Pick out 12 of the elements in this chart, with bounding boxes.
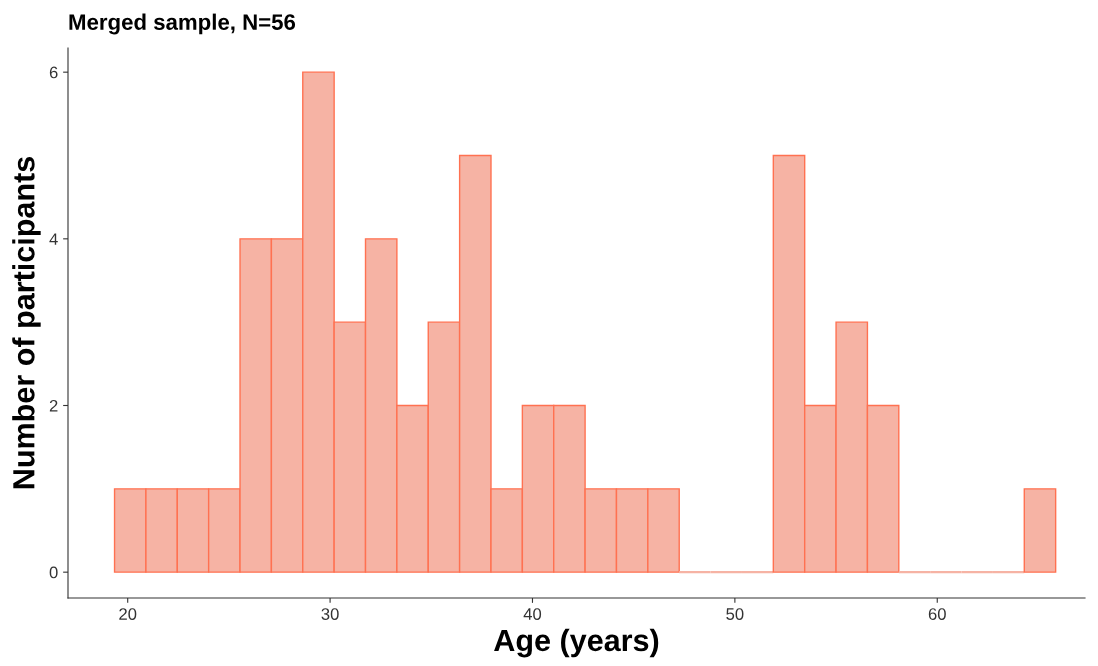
x-tick-label: 60 xyxy=(928,608,946,620)
x-tick-label: 30 xyxy=(321,608,339,620)
y-tick-label: 4 xyxy=(49,233,58,245)
x-axis-title: Age (years) xyxy=(494,628,659,658)
chart-title: Merged sample, N=56 xyxy=(69,13,296,35)
x-tick-label: 20 xyxy=(119,608,137,620)
y-tick-label: 2 xyxy=(49,399,58,412)
y-tick-label: 6 xyxy=(49,66,58,79)
x-tick-label: 40 xyxy=(523,608,542,620)
y-axis-title: Number of participants xyxy=(12,157,41,489)
y-tick-label: 0 xyxy=(49,566,58,579)
x-tick-label: 50 xyxy=(726,608,744,620)
